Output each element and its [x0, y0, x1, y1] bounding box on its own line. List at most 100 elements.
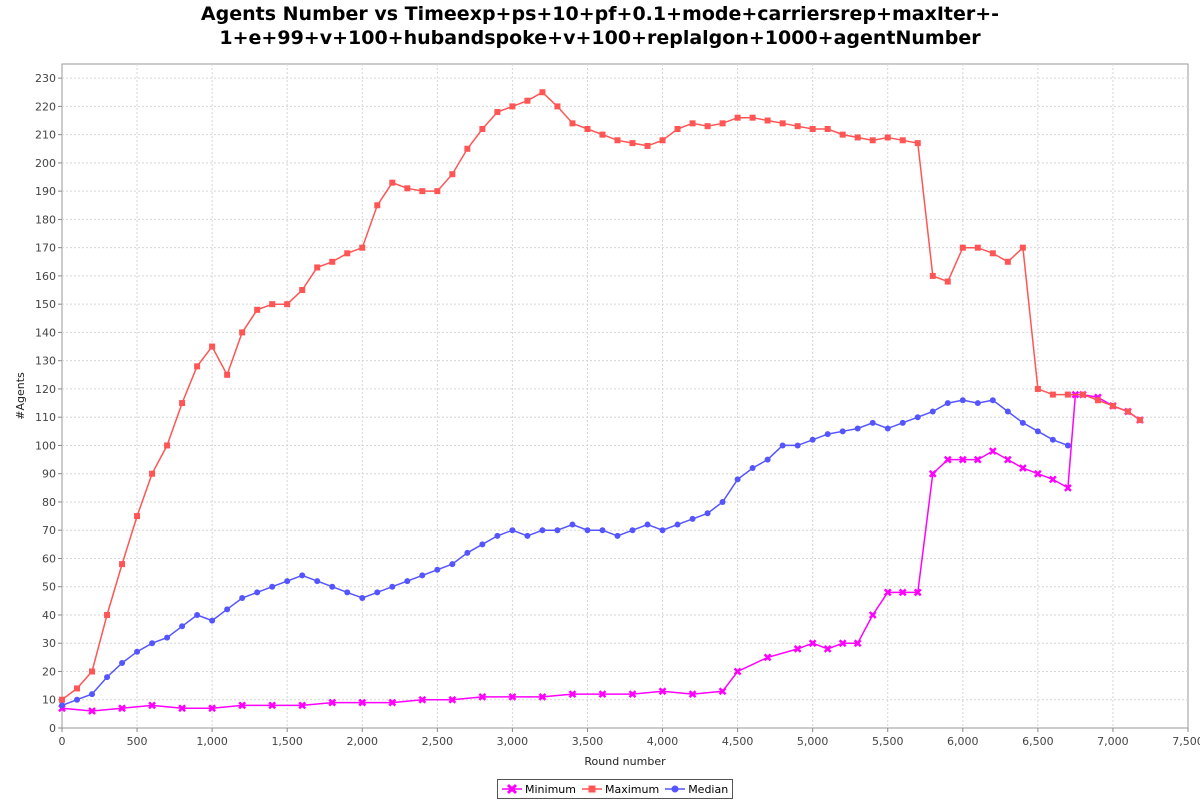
- data-point-median: [824, 431, 831, 438]
- y-tick-label: 60: [42, 552, 56, 565]
- data-point-maximum: [974, 244, 981, 251]
- data-point-median: [329, 583, 336, 590]
- data-point-median: [284, 578, 291, 585]
- data-point-median: [104, 674, 111, 681]
- data-point-minimum: [1033, 469, 1042, 478]
- data-point-maximum: [509, 103, 516, 110]
- y-tick-label: 150: [35, 298, 56, 311]
- data-point-median: [479, 541, 486, 548]
- data-point-minimum: [568, 690, 577, 698]
- data-point-median: [419, 572, 426, 579]
- data-point-median: [899, 419, 906, 426]
- data-point-maximum: [434, 188, 441, 195]
- data-point-median: [269, 583, 276, 590]
- data-point-maximum: [869, 137, 876, 144]
- data-point-minimum: [853, 639, 862, 648]
- data-point-minimum: [823, 645, 832, 653]
- data-point-median: [539, 527, 546, 534]
- maximum-marker-icon: [581, 785, 602, 793]
- data-point-minimum: [943, 455, 952, 464]
- x-tick-label: 4,500: [722, 735, 754, 748]
- data-point-maximum: [524, 97, 531, 104]
- data-point-minimum: [1018, 464, 1027, 472]
- data-point-minimum: [418, 695, 427, 704]
- x-tick-label: 4,000: [647, 735, 679, 748]
- data-point-maximum: [74, 685, 81, 692]
- series-layer: [58, 89, 1144, 715]
- data-point-median: [359, 595, 366, 602]
- x-tick-label: 5,000: [797, 735, 829, 748]
- data-point-minimum: [238, 701, 247, 710]
- data-point-median: [524, 532, 531, 539]
- data-point-minimum: [478, 693, 487, 701]
- data-point-median: [314, 578, 321, 585]
- x-tick-label: 6,000: [947, 735, 979, 748]
- data-point-minimum: [988, 447, 997, 455]
- data-point-median: [809, 436, 816, 443]
- y-tick-label: 40: [42, 609, 56, 622]
- data-point-minimum: [388, 698, 397, 707]
- data-point-maximum: [164, 442, 171, 449]
- data-point-median: [134, 648, 141, 655]
- data-point-maximum: [224, 371, 231, 378]
- data-point-maximum: [914, 140, 921, 147]
- data-point-median: [449, 561, 456, 568]
- series-maximum: [59, 89, 1143, 703]
- y-tick-label: 20: [42, 665, 56, 678]
- y-tick-label: 200: [35, 157, 56, 170]
- data-point-maximum: [179, 400, 186, 407]
- data-point-minimum: [508, 693, 517, 701]
- y-tick-label: 120: [35, 383, 56, 396]
- data-point-maximum: [359, 244, 366, 251]
- data-point-maximum: [554, 103, 561, 110]
- data-point-minimum: [688, 690, 697, 698]
- data-point-maximum: [959, 244, 966, 251]
- y-tick-label: 50: [42, 581, 56, 594]
- data-point-median: [974, 400, 981, 407]
- data-point-minimum: [88, 707, 96, 715]
- data-point-median: [584, 527, 591, 534]
- data-point-maximum: [1064, 391, 1071, 398]
- data-point-median: [389, 583, 396, 590]
- data-point-maximum: [644, 142, 651, 149]
- data-point-maximum: [254, 306, 261, 313]
- minimum-marker-icon: [502, 783, 522, 795]
- data-point-median: [554, 527, 561, 534]
- data-point-minimum: [1064, 483, 1072, 492]
- data-point-minimum: [598, 690, 607, 698]
- data-point-median: [239, 595, 246, 602]
- data-point-maximum: [449, 171, 456, 178]
- data-point-median: [344, 589, 351, 596]
- data-point-maximum: [659, 137, 666, 144]
- x-tick-label: 5,500: [872, 735, 904, 748]
- data-point-minimum: [808, 639, 817, 648]
- y-tick-label: 210: [35, 129, 56, 142]
- data-point-median: [569, 521, 576, 528]
- data-point-median: [989, 397, 996, 404]
- data-point-maximum: [89, 668, 96, 675]
- data-point-median: [614, 532, 621, 539]
- data-point-median: [164, 634, 171, 641]
- data-point-maximum: [1049, 391, 1056, 398]
- data-point-maximum: [1079, 391, 1086, 398]
- data-point-median: [404, 578, 411, 585]
- data-point-minimum: [1003, 455, 1012, 464]
- data-point-minimum: [883, 588, 892, 597]
- data-point-median: [374, 589, 381, 596]
- data-point-median: [89, 691, 96, 698]
- x-tick-label: 1,000: [196, 735, 228, 748]
- data-point-maximum: [584, 125, 591, 132]
- data-point-median: [854, 425, 861, 432]
- data-point-maximum: [884, 134, 891, 141]
- data-point-median: [434, 566, 441, 573]
- data-point-minimum: [733, 667, 742, 676]
- y-tick-label: 190: [35, 185, 56, 198]
- data-point-median: [749, 465, 756, 472]
- data-point-maximum: [839, 131, 846, 138]
- data-point-maximum: [1124, 408, 1131, 415]
- data-point-minimum: [1048, 475, 1057, 484]
- data-point-maximum: [809, 125, 816, 132]
- data-point-median: [659, 527, 666, 534]
- x-tick-label: 0: [59, 735, 66, 748]
- data-point-maximum: [854, 134, 861, 141]
